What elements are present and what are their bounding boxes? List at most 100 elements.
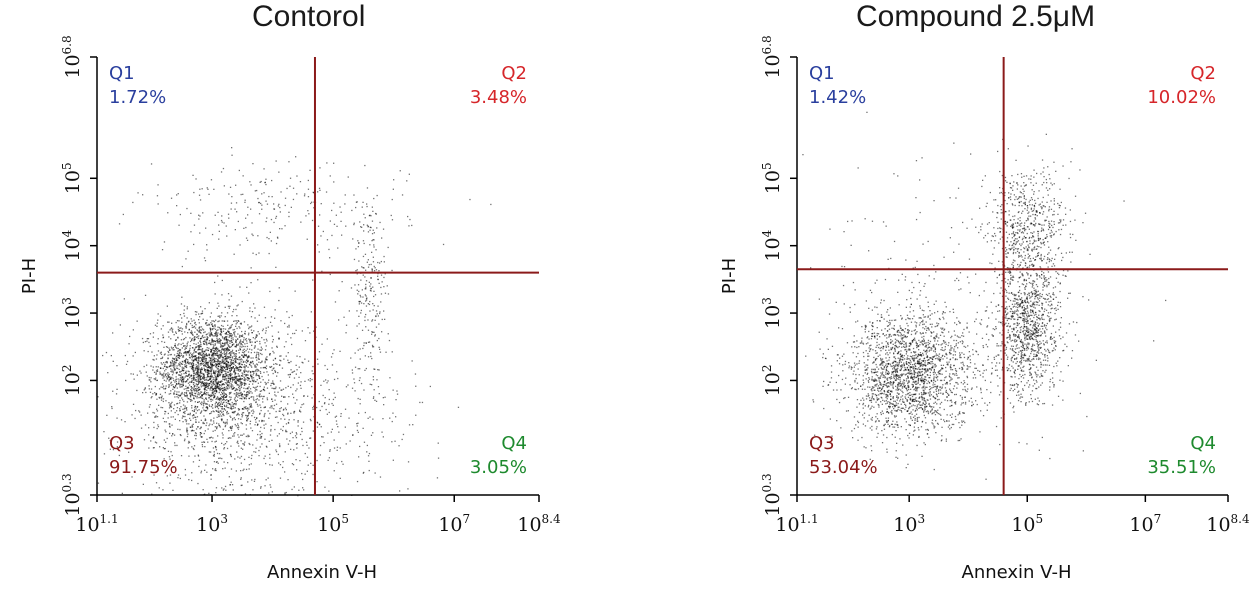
event-dot (219, 368, 222, 370)
event-dot (207, 385, 209, 388)
event-dot (201, 359, 203, 361)
event-dot (252, 386, 255, 388)
event-dot (867, 395, 869, 397)
event-dot (159, 371, 161, 373)
event-dot (194, 322, 196, 324)
event-dot (234, 403, 236, 405)
event-dot (261, 419, 263, 422)
event-dot (892, 406, 894, 408)
event-dot (888, 333, 890, 336)
event-dot (185, 351, 188, 353)
event-dot (193, 410, 195, 412)
event-dot (190, 330, 193, 332)
event-dot (370, 290, 372, 292)
event-dot (193, 243, 195, 246)
event-dot (177, 413, 179, 416)
event-dot (220, 334, 222, 336)
event-dot (275, 242, 278, 245)
event-dot (306, 456, 309, 458)
event-dot (240, 385, 242, 387)
event-dot (213, 369, 215, 372)
event-dot (358, 290, 360, 293)
event-dot (225, 332, 227, 334)
event-dot (245, 383, 247, 385)
event-dot (169, 432, 171, 434)
event-dot (153, 412, 156, 414)
event-dot (215, 376, 218, 378)
event-dot (279, 211, 281, 213)
event-dot (164, 447, 166, 450)
event-dot (278, 203, 280, 205)
event-dot (195, 372, 197, 374)
event-dot (194, 367, 196, 369)
event-dot (224, 409, 227, 411)
event-dot (253, 351, 256, 354)
event-dot (897, 365, 900, 367)
event-dot (173, 434, 176, 436)
event-dot (190, 367, 193, 369)
event-dot (914, 418, 916, 420)
event-dot (233, 435, 235, 437)
event-dot (880, 401, 882, 403)
event-dot (211, 380, 213, 382)
event-dot (371, 331, 373, 333)
event-dot (311, 397, 313, 399)
event-dot (876, 436, 878, 438)
event-dot (287, 333, 289, 335)
event-dot (198, 218, 200, 220)
event-dot (194, 416, 196, 418)
event-dot (212, 358, 214, 360)
event-dot (377, 275, 379, 277)
y-axis-title: PI-H (19, 258, 40, 294)
event-dot (201, 355, 204, 357)
event-dot (230, 325, 232, 327)
event-dot (295, 373, 297, 375)
cell-population (97, 265, 398, 496)
event-dot (206, 336, 208, 338)
event-dot (235, 395, 237, 397)
event-dot (360, 296, 362, 298)
event-dot (301, 438, 303, 441)
event-dot (924, 328, 926, 330)
event-dot (297, 382, 299, 384)
event-dot (925, 368, 927, 370)
event-dot (365, 286, 367, 288)
event-dot (200, 403, 203, 406)
event-dot (227, 462, 229, 464)
event-dot (376, 194, 378, 197)
event-dot (193, 414, 195, 416)
event-dot (223, 339, 225, 341)
event-dot (243, 364, 246, 366)
event-dot (372, 379, 375, 381)
event-dot (232, 311, 234, 313)
event-dot (263, 427, 265, 429)
event-dot (357, 368, 359, 370)
event-dot (244, 441, 246, 443)
event-dot (223, 392, 225, 394)
event-dot (136, 389, 138, 392)
event-dot (201, 348, 203, 351)
event-dot (215, 440, 217, 442)
event-dot (240, 339, 242, 341)
event-dot (132, 403, 135, 405)
event-dot (217, 411, 219, 413)
event-dot (255, 253, 257, 256)
event-dot (224, 355, 226, 358)
event-dot (278, 462, 280, 464)
event-dot (244, 201, 246, 203)
event-dot (215, 389, 217, 392)
event-dot (893, 352, 895, 354)
event-dot (249, 406, 251, 408)
event-dot (269, 321, 272, 323)
event-dot (234, 375, 236, 377)
event-dot (251, 222, 253, 224)
event-dot (260, 395, 262, 397)
event-dot (234, 418, 236, 421)
event-dot (189, 375, 191, 377)
event-dot (911, 413, 913, 415)
event-dot (327, 459, 329, 461)
event-dot (273, 363, 275, 365)
event-dot (231, 357, 234, 359)
event-dot (202, 336, 204, 339)
event-dot (916, 383, 918, 385)
